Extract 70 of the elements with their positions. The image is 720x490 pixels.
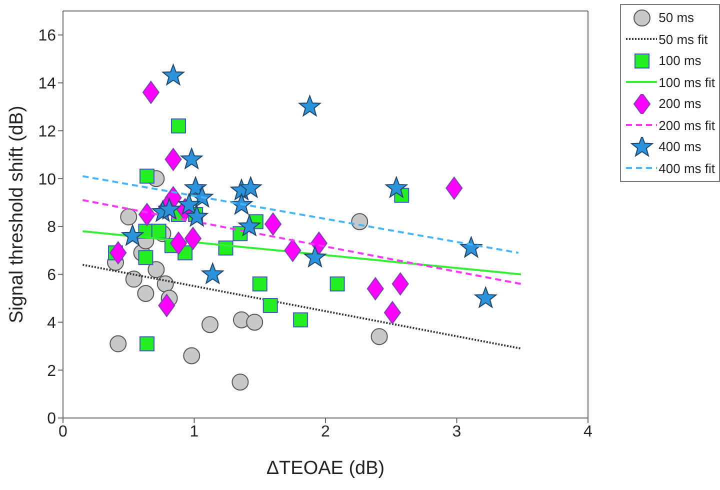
y-tick-label: 2 bbox=[47, 362, 56, 380]
point bbox=[366, 277, 384, 300]
point bbox=[120, 208, 138, 226]
point bbox=[122, 224, 144, 246]
point bbox=[148, 261, 165, 278]
point bbox=[140, 168, 154, 184]
point bbox=[186, 205, 208, 226]
y-tick-label: 10 bbox=[38, 171, 56, 188]
point bbox=[140, 336, 154, 352]
y-tick-label: 8 bbox=[47, 219, 56, 236]
point bbox=[142, 80, 160, 104]
point bbox=[184, 226, 202, 250]
point bbox=[158, 294, 176, 317]
point bbox=[110, 241, 127, 264]
point bbox=[162, 64, 184, 86]
x-tick-label: 1 bbox=[190, 423, 199, 440]
point bbox=[238, 214, 260, 236]
point bbox=[330, 276, 345, 292]
point bbox=[138, 250, 154, 266]
point bbox=[252, 276, 268, 292]
point bbox=[284, 238, 302, 262]
y-tick-label: 16 bbox=[38, 28, 56, 45]
x-axis-title: ΔTEOAE (dB) bbox=[266, 458, 385, 479]
legend-label: 200 ms bbox=[658, 96, 702, 112]
point bbox=[474, 286, 497, 308]
point bbox=[298, 95, 321, 116]
point bbox=[232, 374, 249, 391]
point bbox=[164, 148, 182, 171]
point bbox=[370, 328, 388, 346]
legend-label: 100 ms bbox=[658, 53, 702, 68]
point bbox=[351, 213, 368, 230]
x-tick-label: 0 bbox=[58, 423, 68, 440]
point bbox=[171, 118, 186, 134]
legend-label: 400 ms bbox=[658, 139, 702, 154]
point bbox=[151, 224, 166, 239]
point bbox=[202, 262, 224, 284]
point bbox=[385, 176, 408, 198]
x-tick-label: 2 bbox=[321, 423, 330, 440]
point bbox=[384, 301, 401, 324]
legend-label: 400 ms fit bbox=[658, 160, 715, 176]
point bbox=[262, 298, 278, 313]
point bbox=[246, 314, 264, 331]
point bbox=[202, 316, 218, 334]
legend-label: 200 ms fit bbox=[658, 118, 715, 133]
point bbox=[392, 272, 409, 296]
point bbox=[180, 148, 203, 169]
point bbox=[137, 285, 154, 302]
point bbox=[240, 176, 262, 198]
y-tick-label: 12 bbox=[38, 123, 56, 140]
point bbox=[293, 312, 308, 328]
point bbox=[125, 270, 142, 288]
point bbox=[304, 246, 326, 267]
legend-label: 100 ms fit bbox=[658, 74, 715, 90]
y-tick-label: 4 bbox=[47, 314, 56, 332]
x-tick-label: 4 bbox=[584, 423, 593, 440]
y-axis-title: Signal threshold shift (dB) bbox=[6, 106, 28, 324]
x-tick-label: 3 bbox=[452, 423, 462, 440]
point bbox=[183, 347, 200, 364]
legend-label: 50 ms bbox=[658, 10, 694, 26]
y-tick-label: 0 bbox=[47, 410, 56, 428]
legend-label: 50 ms fit bbox=[658, 32, 708, 47]
y-tick-label: 14 bbox=[38, 76, 56, 93]
point bbox=[170, 232, 187, 255]
point bbox=[110, 335, 127, 352]
point bbox=[264, 212, 282, 236]
point bbox=[446, 176, 463, 200]
y-tick-label: 6 bbox=[47, 267, 56, 284]
point bbox=[178, 193, 200, 214]
point bbox=[158, 198, 180, 220]
point bbox=[138, 203, 156, 226]
